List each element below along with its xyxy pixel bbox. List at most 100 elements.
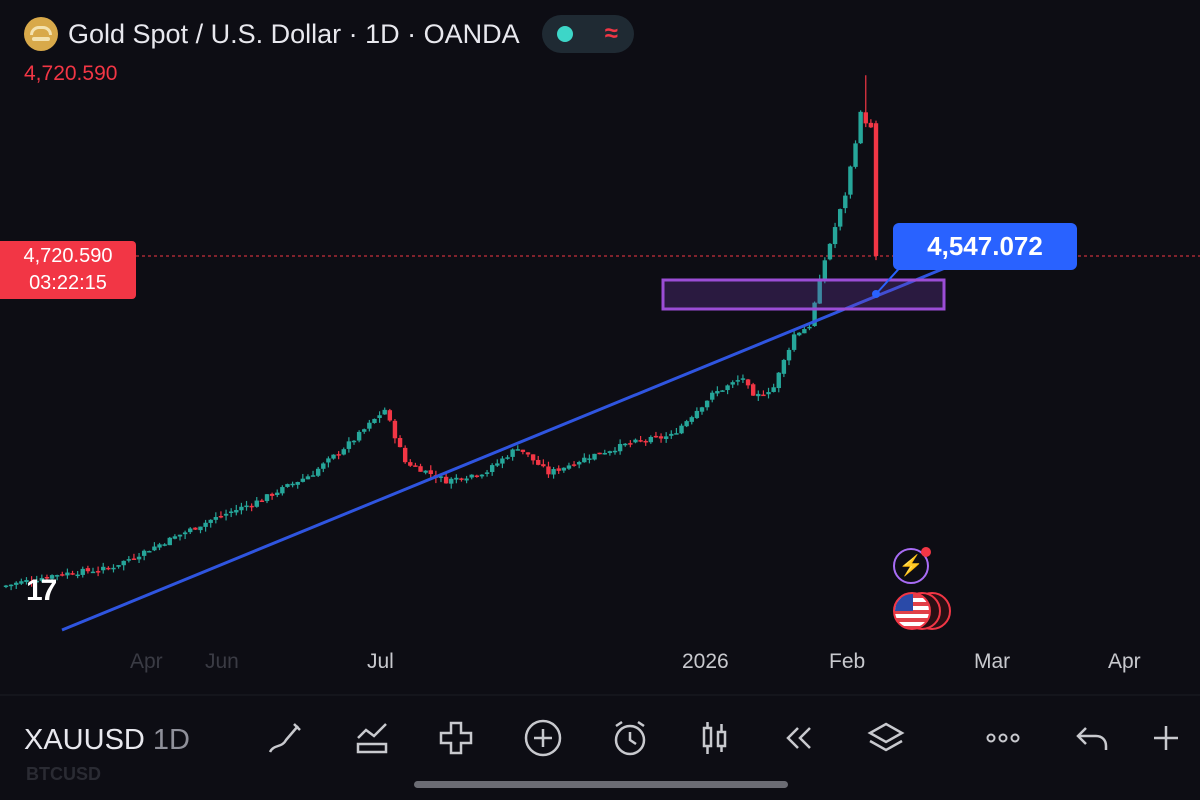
header-last-price: 4,720.590 xyxy=(24,62,118,85)
trendline-value-callout[interactable]: 4,547.072 xyxy=(893,223,1077,270)
candle-body xyxy=(689,417,694,422)
undo-icon[interactable] xyxy=(1070,718,1114,762)
indicators-icon[interactable] xyxy=(350,718,394,762)
candle-body xyxy=(827,243,833,260)
candle-body xyxy=(756,393,761,397)
candle-body xyxy=(351,440,357,443)
candle-body xyxy=(500,458,505,464)
candle-body xyxy=(402,447,408,463)
symbol-name: XAUUSD xyxy=(24,724,145,756)
candle-body xyxy=(136,556,142,560)
candle-body xyxy=(362,429,367,432)
candle-body xyxy=(438,476,444,478)
candle-body xyxy=(336,454,341,456)
candle-body xyxy=(863,112,868,124)
candle-body xyxy=(853,143,858,167)
candle-body xyxy=(561,467,567,471)
lightning-icon[interactable]: ⚡ xyxy=(893,548,929,584)
candle-body xyxy=(848,166,853,195)
status-pill[interactable]: ≈ xyxy=(541,15,634,53)
home-indicator[interactable] xyxy=(414,781,788,788)
x-axis-label-jul: Jul xyxy=(367,650,394,673)
candle-body xyxy=(536,459,541,465)
candle-type-icon[interactable] xyxy=(692,718,736,762)
candle-body xyxy=(576,462,582,465)
candle-body xyxy=(90,571,96,574)
add-circle-icon[interactable] xyxy=(521,718,565,762)
candle-body xyxy=(730,382,735,385)
candle-body xyxy=(781,359,787,374)
economic-events[interactable] xyxy=(893,592,957,630)
plus-icon[interactable] xyxy=(1144,718,1188,762)
candle-body xyxy=(612,450,618,453)
x-axis-label-mar: Mar xyxy=(974,650,1011,673)
symbol-title[interactable]: Gold Spot / U.S. Dollar · 1D · OANDA xyxy=(68,18,520,49)
gold-logo-icon xyxy=(24,17,58,51)
candle-body xyxy=(418,466,423,472)
candle-body xyxy=(8,584,14,587)
timeframe[interactable]: 1D xyxy=(152,724,190,756)
candle-body xyxy=(157,544,162,548)
trendline[interactable] xyxy=(61,266,946,632)
candle-body xyxy=(3,585,9,588)
candle-body xyxy=(167,537,172,546)
candle-body xyxy=(725,385,730,391)
alert-icon[interactable] xyxy=(608,718,652,762)
candle-body xyxy=(551,469,556,475)
price-chart[interactable] xyxy=(0,0,1200,700)
candle-body xyxy=(131,558,137,560)
tradingview-logo: 17 xyxy=(26,574,57,607)
trendline-anchor[interactable] xyxy=(872,290,880,298)
candle-body xyxy=(495,463,500,466)
candle-body xyxy=(643,440,648,443)
candle-body xyxy=(566,465,572,469)
candle-body xyxy=(14,582,19,585)
add-icon[interactable] xyxy=(434,718,478,762)
x-axis-label-feb: Feb xyxy=(829,650,866,673)
layers-icon[interactable] xyxy=(864,718,908,762)
candle-body xyxy=(234,510,239,513)
candle-body xyxy=(54,575,60,577)
candle-body xyxy=(193,527,198,530)
candle-body xyxy=(807,326,812,329)
candle-body xyxy=(617,444,623,452)
x-axis-label-2026: 2026 xyxy=(682,650,729,673)
bar-countdown: 03:22:15 xyxy=(29,272,107,294)
candle-body xyxy=(198,526,203,531)
candle-body xyxy=(367,422,372,429)
candle-body xyxy=(264,494,270,502)
candle-body xyxy=(203,522,208,527)
candle-body xyxy=(710,392,715,400)
candle-body xyxy=(771,387,776,392)
replay-icon[interactable] xyxy=(776,718,820,762)
candle-body xyxy=(85,568,91,572)
candle-body xyxy=(244,505,249,508)
candle-body xyxy=(479,474,485,477)
candle-body xyxy=(791,334,797,350)
candle-body xyxy=(786,349,792,361)
candle-body xyxy=(704,400,710,408)
candle-body xyxy=(454,477,459,480)
candle-body xyxy=(218,515,224,518)
bottom-toolbar: XAUUSD 1D xyxy=(0,702,1200,772)
wave-icon: ≈ xyxy=(604,20,618,47)
candle-body xyxy=(761,394,766,397)
candle-body xyxy=(310,475,316,477)
support-zone[interactable] xyxy=(661,278,946,311)
candle-body xyxy=(305,476,311,480)
candle-body xyxy=(694,410,700,419)
candle-body xyxy=(740,378,746,380)
candle-body xyxy=(663,436,669,439)
candle-body xyxy=(505,457,510,459)
candle-body xyxy=(413,465,418,467)
more-icon[interactable] xyxy=(981,718,1025,762)
symbol-selector[interactable]: XAUUSD 1D xyxy=(24,724,190,757)
candle-body xyxy=(259,500,265,503)
candle-body xyxy=(843,195,848,209)
candle-body xyxy=(530,454,536,461)
candle-body xyxy=(750,384,756,396)
candle-body xyxy=(525,452,531,455)
candle-body xyxy=(699,407,705,412)
candle-body xyxy=(484,472,490,474)
draw-icon[interactable] xyxy=(262,718,306,762)
